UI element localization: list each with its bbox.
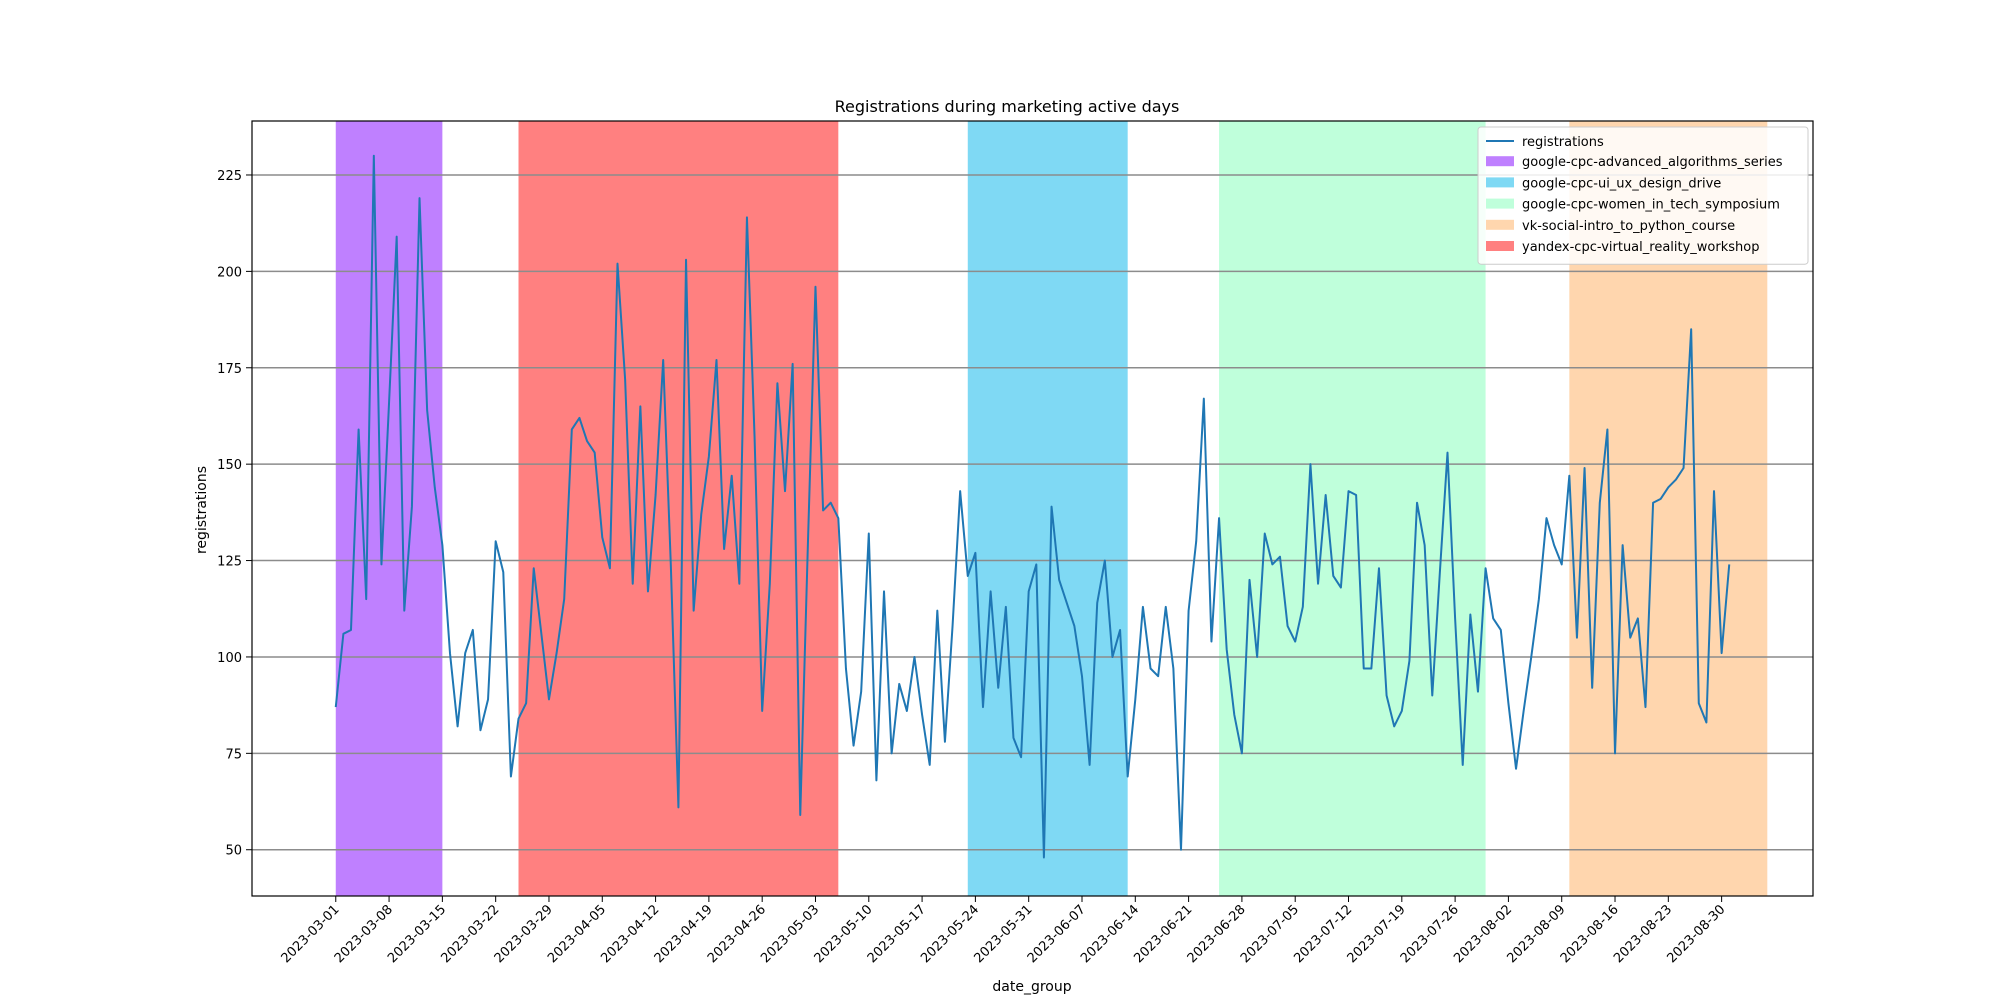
legend-swatch (1486, 198, 1514, 209)
y-tick-label: 200 (217, 265, 242, 280)
y-tick-label: 75 (225, 747, 242, 762)
legend-label: google-cpc-ui_ux_design_drive (1522, 176, 1721, 191)
registrations-line (334, 154, 1731, 859)
legend-label: google-cpc-women_in_tech_symposium (1522, 198, 1780, 213)
legend-swatch (1486, 241, 1514, 251)
y-axis: 50 75 100 125 150 175 200 225 (217, 169, 252, 859)
campaign-band (1219, 121, 1486, 896)
legend-label: registrations (1522, 135, 1604, 150)
y-tick-label: 150 (217, 458, 242, 473)
y-tick-label: 50 (225, 844, 242, 859)
y-axis-label: registrations (194, 466, 210, 554)
campaign-band (335, 121, 443, 896)
y-tick-label: 225 (217, 169, 242, 184)
x-axis-label: date_group (992, 979, 1071, 995)
legend-swatch (1486, 156, 1514, 167)
y-tick-label: 100 (217, 651, 242, 666)
legend-swatch (1486, 219, 1514, 230)
legend-label: vk-social-intro_to_python_course (1522, 219, 1735, 234)
chart-title: Registrations during marketing active da… (835, 97, 1180, 116)
series-layer (334, 154, 1731, 859)
legend-label: yandex-cpc-virtual_reality_workshop (1522, 240, 1759, 255)
plot-frame (251, 120, 1814, 897)
x-axis: 2023-03-012023-03-082023-03-152023-03-22… (279, 896, 1728, 966)
legend-label: google-cpc-advanced_algorithms_series (1522, 155, 1783, 170)
legend: registrations google-cpc-advanced_algorit… (1477, 126, 1809, 265)
legend-box (1477, 126, 1809, 265)
y-tick-label: 125 (217, 555, 242, 570)
legend-swatch (1486, 177, 1514, 188)
campaign-band (967, 121, 1128, 896)
y-tick-label: 175 (217, 362, 242, 377)
